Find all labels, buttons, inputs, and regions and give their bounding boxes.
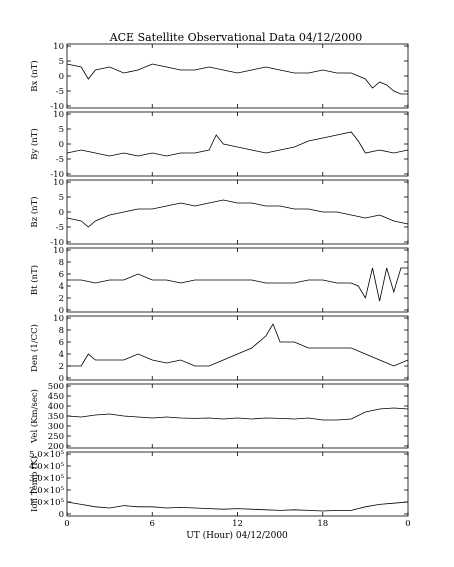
y-tick-label: -10 bbox=[50, 170, 64, 180]
y-tick-label: 0 bbox=[59, 306, 64, 316]
y-tick-label: 0 bbox=[59, 510, 64, 520]
y-tick-label: 10 bbox=[53, 178, 64, 188]
y-tick-label: 0 bbox=[59, 72, 64, 82]
panel-frame bbox=[66, 111, 409, 177]
y-tick-label: 300 bbox=[48, 422, 64, 432]
series-line bbox=[66, 63, 408, 95]
y-tick-label: 6 bbox=[59, 270, 64, 280]
y-axis-label: Bz (nT) bbox=[29, 196, 40, 227]
y-tick-label: 5 bbox=[59, 57, 64, 67]
y-axis-label: Bx (nT) bbox=[29, 60, 40, 92]
y-tick-label: 0 bbox=[59, 208, 64, 218]
chart-title: ACE Satellite Observational Data 04/12/2… bbox=[109, 31, 363, 44]
panel-frame bbox=[66, 315, 409, 381]
series-line bbox=[66, 131, 409, 157]
y-axis-label: Ion Temp (K) bbox=[29, 456, 40, 512]
y-tick-label: 10 bbox=[53, 110, 64, 120]
x-tick-label: 0 bbox=[405, 519, 410, 529]
panel-1: 10 5 0 -5 -10 Bx (nT) bbox=[29, 42, 409, 112]
y-tick-label: 10 bbox=[53, 246, 64, 256]
y-tick-label: 2 bbox=[59, 294, 64, 304]
y-tick-label: -10 bbox=[50, 238, 64, 248]
panels: 10 5 0 -5 -10 Bx (nT) 10 5 0 -5 -10 By (nT) 10 5 0 -5 -1… bbox=[29, 42, 411, 529]
y-tick-label: 250 bbox=[48, 432, 64, 442]
series-line bbox=[66, 501, 409, 512]
series-line bbox=[66, 407, 409, 421]
x-axis-label: UT (Hour) 04/12/2000 bbox=[186, 530, 288, 541]
y-tick-label: 10 bbox=[53, 314, 64, 324]
y-axis-label: By (nT) bbox=[29, 128, 40, 160]
y-axis-label: Den (1/CC) bbox=[29, 324, 40, 372]
panel-frame bbox=[66, 43, 409, 109]
y-tick-label: -5 bbox=[56, 87, 64, 97]
series-line bbox=[67, 323, 409, 367]
y-tick-label: 8 bbox=[59, 258, 64, 268]
panel-4: 10 8 6 4 2 0 Bt (nT) bbox=[29, 246, 409, 316]
y-tick-label: 1.0×10⁵ bbox=[29, 498, 64, 508]
y-tick-label: 2 bbox=[59, 362, 64, 372]
y-tick-label: 6 bbox=[59, 338, 64, 348]
x-tick-label: 6 bbox=[150, 519, 155, 529]
y-tick-label: 5 bbox=[59, 193, 64, 203]
y-tick-label: 4.0×10⁵ bbox=[29, 462, 64, 472]
panel-3: 10 5 0 -5 -10 Bz (nT) bbox=[29, 178, 409, 248]
y-tick-label: 500 bbox=[48, 382, 64, 392]
y-tick-label: 2.0×10⁵ bbox=[29, 486, 64, 496]
y-tick-label: 8 bbox=[59, 326, 64, 336]
y-tick-label: 450 bbox=[48, 392, 64, 402]
y-tick-label: 4 bbox=[59, 282, 64, 292]
y-axis-label: Bt (nT) bbox=[29, 265, 40, 295]
y-tick-label: -10 bbox=[50, 102, 64, 112]
panel-5: 10 8 6 4 2 0 Den (1/CC) bbox=[29, 314, 409, 384]
y-tick-label: -5 bbox=[56, 155, 64, 165]
x-tick-label: 0 bbox=[64, 519, 69, 529]
y-tick-label: 200 bbox=[48, 442, 64, 452]
y-tick-label: 3.0×10⁵ bbox=[29, 474, 64, 484]
x-tick-label: 12 bbox=[232, 519, 243, 529]
y-tick-label: 5 bbox=[59, 125, 64, 135]
series-line bbox=[66, 199, 409, 228]
y-tick-label: -5 bbox=[56, 223, 64, 233]
y-tick-label: 0 bbox=[59, 374, 64, 384]
panel-frame bbox=[66, 179, 409, 245]
y-tick-label: 0 bbox=[59, 140, 64, 150]
series-line bbox=[67, 267, 408, 302]
y-axis-label: Vel (Km/sec) bbox=[29, 389, 40, 444]
y-tick-label: 400 bbox=[48, 402, 64, 412]
y-tick-label: 10 bbox=[53, 42, 64, 52]
x-tick-label: 18 bbox=[317, 519, 328, 529]
panel-2: 10 5 0 -5 -10 By (nT) bbox=[29, 110, 409, 180]
y-tick-label: 5.0×10⁵ bbox=[29, 450, 64, 460]
y-tick-label: 4 bbox=[59, 350, 64, 360]
y-tick-label: 350 bbox=[48, 412, 64, 422]
panel-7: 5.0×10⁵ 4.0×10⁵ 3.0×10⁵ 2.0×10⁵ 1.0×10⁵ 0 Ion … bbox=[29, 450, 409, 520]
